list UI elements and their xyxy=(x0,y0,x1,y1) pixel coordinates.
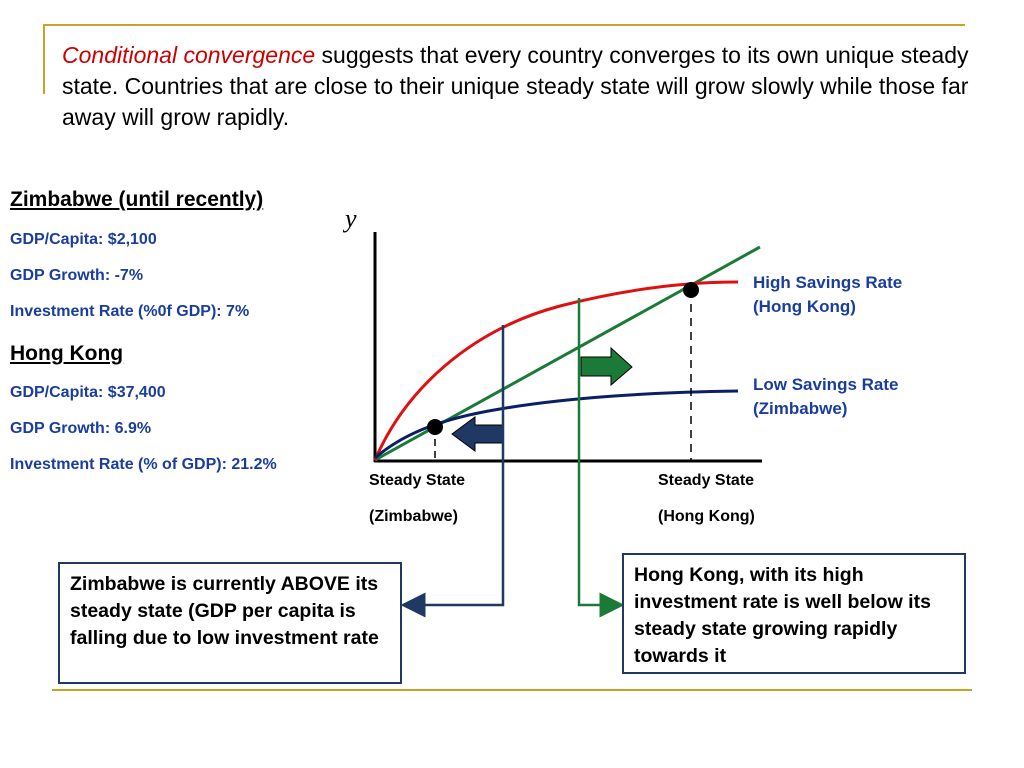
hong-kong-gdp-capita: GDP/Capita: $37,400 xyxy=(10,384,166,401)
zimbabwe-steady-state-label: Steady State xyxy=(369,472,465,489)
hong-kong-steady-state-label: Steady State xyxy=(658,472,754,489)
hong-kong-investment-rate: Investment Rate (% of GDP): 21.2% xyxy=(10,456,277,473)
zimbabwe-left-arrow xyxy=(451,416,504,452)
hong-kong-gdp-growth: GDP Growth: 6.9% xyxy=(10,420,152,437)
left-rule xyxy=(43,24,45,94)
hong-kong-heading: Hong Kong xyxy=(10,342,124,365)
hong-kong-callout: Hong Kong, with its high investment rate… xyxy=(622,553,966,674)
zimbabwe-steady-state-point xyxy=(427,419,443,435)
intro-text: suggests that every country converges to… xyxy=(62,42,969,130)
top-rule xyxy=(43,24,965,26)
y-axis-label: y xyxy=(342,204,357,233)
zimbabwe-connector xyxy=(400,325,505,618)
low-savings-curve xyxy=(374,389,739,460)
bottom-rule xyxy=(52,689,972,691)
zimbabwe-investment-rate: Investment Rate (%0f GDP): 7% xyxy=(10,303,250,320)
zimbabwe-callout: Zimbabwe is currently ABOVE its steady s… xyxy=(58,562,402,684)
zimbabwe-gdp-capita: GDP/Capita: $2,100 xyxy=(10,231,157,248)
hong-kong-connector xyxy=(577,298,625,618)
zimbabwe-steady-state-country: (Zimbabwe) xyxy=(369,508,458,525)
low-savings-label: Low Savings Rate xyxy=(753,375,898,394)
hong-kong-steady-state-point xyxy=(683,282,699,298)
intro-paragraph: Conditional convergence suggests that ev… xyxy=(62,40,1002,133)
high-savings-country: (Hong Kong) xyxy=(753,297,856,316)
high-savings-curve xyxy=(373,280,739,461)
low-savings-country: (Zimbabwe) xyxy=(753,399,847,418)
zimbabwe-gdp-growth: GDP Growth: -7% xyxy=(10,267,144,284)
hong-kong-steady-state-country: (Hong Kong) xyxy=(658,508,755,525)
hong-kong-right-arrow xyxy=(580,346,633,387)
zimbabwe-heading: Zimbabwe (until recently) xyxy=(10,188,264,211)
high-savings-label: High Savings Rate xyxy=(753,273,902,292)
intro-emphasis: Conditional convergence xyxy=(62,42,316,68)
